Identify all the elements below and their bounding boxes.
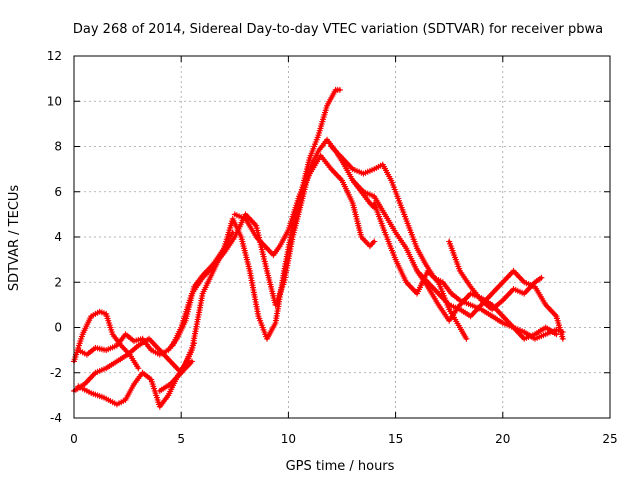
x-axis-label: GPS time / hours bbox=[286, 459, 395, 474]
series-markers bbox=[446, 238, 545, 313]
y-tick-label: 6 bbox=[54, 185, 62, 199]
series-satellite-track-5 bbox=[156, 86, 343, 394]
y-tick-label: 4 bbox=[54, 230, 62, 244]
y-tick-label: 8 bbox=[54, 140, 62, 154]
series-satellite-track-6 bbox=[169, 136, 378, 349]
y-tick-label: 2 bbox=[54, 275, 62, 289]
axis-ticks: 0 5 10 15 20 25 -4 -2 0 2 4 6 8 10 12 bbox=[47, 49, 618, 446]
x-tick-label: 20 bbox=[495, 432, 510, 446]
series-markers bbox=[414, 267, 566, 342]
y-tick-label: 0 bbox=[54, 321, 62, 335]
x-tick-label: 5 bbox=[177, 432, 185, 446]
y-tick-label: -2 bbox=[50, 366, 62, 380]
chart-title: Day 268 of 2014, Sidereal Day-to-day VTE… bbox=[73, 22, 603, 37]
series-markers bbox=[169, 136, 378, 349]
series-satellite-track-11 bbox=[414, 267, 566, 342]
series-markers bbox=[231, 152, 378, 259]
y-tick-label: 12 bbox=[47, 49, 62, 63]
series-satellite-track-12 bbox=[446, 238, 545, 313]
grid-lines bbox=[74, 56, 610, 418]
data-series bbox=[71, 86, 566, 410]
y-tick-label: -4 bbox=[50, 411, 62, 425]
x-tick-label: 0 bbox=[70, 432, 78, 446]
x-tick-label: 25 bbox=[602, 432, 617, 446]
y-tick-label: 10 bbox=[47, 94, 62, 108]
x-tick-label: 15 bbox=[388, 432, 403, 446]
x-tick-label: 10 bbox=[281, 432, 296, 446]
series-satellite-track-7 bbox=[231, 152, 378, 259]
y-axis-label: SDTVAR / TECUs bbox=[7, 185, 22, 292]
